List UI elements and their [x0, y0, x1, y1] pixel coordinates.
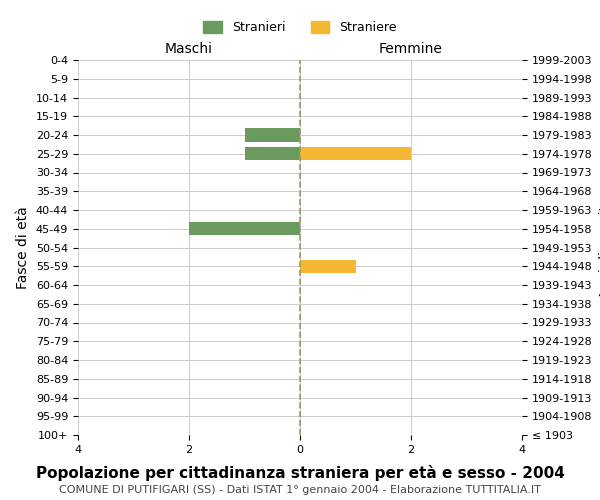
- Legend: Stranieri, Straniere: Stranieri, Straniere: [198, 16, 402, 40]
- Bar: [300, 260, 355, 273]
- Bar: [245, 147, 300, 160]
- Bar: [189, 222, 300, 235]
- Text: Maschi: Maschi: [165, 42, 213, 56]
- Text: Femmine: Femmine: [379, 42, 443, 56]
- Y-axis label: Fasce di età: Fasce di età: [16, 206, 31, 289]
- Bar: [245, 128, 300, 141]
- Text: COMUNE DI PUTIFIGARI (SS) - Dati ISTAT 1° gennaio 2004 - Elaborazione TUTTITALIA: COMUNE DI PUTIFIGARI (SS) - Dati ISTAT 1…: [59, 485, 541, 495]
- Bar: [300, 147, 411, 160]
- Text: Popolazione per cittadinanza straniera per età e sesso - 2004: Popolazione per cittadinanza straniera p…: [35, 465, 565, 481]
